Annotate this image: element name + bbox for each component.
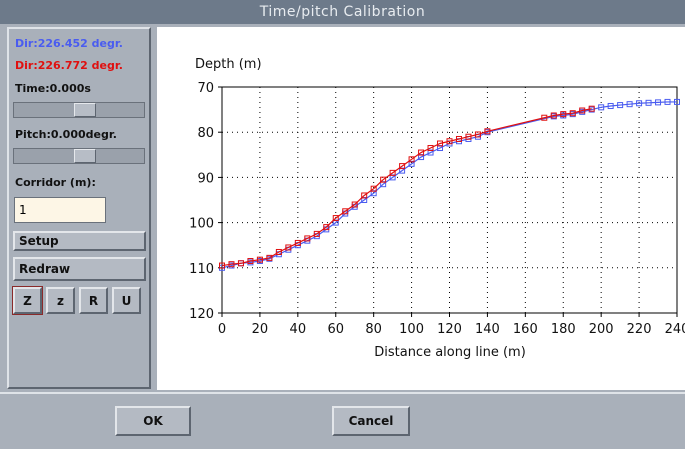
data-point [294,239,301,246]
data-point [427,145,434,152]
data-point [275,248,282,255]
data-point [617,102,624,109]
slider-thumb[interactable] [74,103,96,117]
pitch-slider[interactable] [13,148,145,164]
data-point [361,192,368,199]
data-point [455,135,462,142]
x-tick-label: 180 [551,322,576,337]
data-point [437,140,444,147]
corridor-label: Corridor (m): [15,176,96,189]
plot-area: Depth (m) Distance along line (m) 70 80 90… [157,27,685,390]
data-point [228,261,235,268]
data-point [598,104,605,111]
x-tick-label: 0 [218,322,226,337]
control-panel: Dir:226.452 degr. Dir:226.772 degr. Time… [7,27,151,389]
x-tick-label: 20 [252,322,269,337]
x-tick-label: 220 [627,322,652,337]
data-point [626,101,633,108]
chart: Depth (m) Distance along line (m) 70 80 90… [189,57,685,360]
data-point [664,98,671,105]
y-tick-label: 70 [197,81,214,96]
x-tick-label: 80 [365,322,382,337]
data-point [389,169,396,176]
data-point [446,138,453,145]
data-point [408,156,415,163]
data-point [351,201,358,208]
data-point [588,105,595,112]
data-point [474,131,481,138]
data-point [237,260,244,267]
data-point [256,256,263,263]
data-point [342,208,349,215]
footer: OK Cancel [0,392,685,449]
dir-red: Dir:226.772 degr. [15,59,123,72]
series-line [221,108,592,267]
data-point [323,224,330,231]
data-point [313,230,320,237]
time-slider[interactable] [13,102,145,118]
data-point [380,176,387,183]
dir-blue: Dir:226.452 degr. [15,37,123,50]
y-axis-label: Depth (m) [195,57,262,72]
redraw-button[interactable]: Redraw [13,257,146,281]
data-point [645,99,652,106]
x-tick-label: 160 [513,322,538,337]
window-title: Time/pitch Calibration [0,0,685,24]
data-point [579,107,586,114]
data-point [560,111,567,118]
data-point [266,254,273,261]
corridor-input[interactable]: 1 [14,197,106,223]
data-point [541,114,548,121]
ok-button[interactable]: OK [115,406,191,436]
tool-button[interactable]: z [46,287,75,314]
data-point [484,128,491,135]
x-tick-label: 140 [475,322,500,337]
y-tick-label: 110 [189,262,214,277]
y-tick-label: 80 [197,126,214,141]
slider-thumb[interactable] [74,149,96,163]
tool-button[interactable]: Z [12,286,43,315]
x-tick-label: 200 [589,322,614,337]
data-point [674,98,680,105]
data-point [550,112,557,119]
data-point [332,215,339,222]
data-point [569,110,576,117]
y-tick-label: 120 [189,307,214,322]
time-label: Time:0.000s [15,82,91,95]
data-point [636,100,643,107]
x-tick-label: 100 [399,322,424,337]
x-tick-label: 60 [327,322,344,337]
tool-button[interactable]: R [79,287,108,314]
data-point [304,235,311,242]
data-point [370,185,377,192]
tool-button[interactable]: U [112,287,141,314]
y-tick-label: 90 [197,171,214,186]
pitch-label: Pitch:0.000degr. [15,128,117,141]
data-point [418,149,425,156]
data-point [399,163,406,170]
data-point [247,258,254,265]
plot-frame [221,86,678,314]
data-point [655,99,662,106]
x-axis-label: Distance along line (m) [374,345,526,360]
data-point [219,262,225,269]
x-tick-label: 120 [437,322,462,337]
cancel-button[interactable]: Cancel [332,406,410,436]
y-tick-label: 100 [189,217,214,232]
data-point [607,102,614,109]
setup-button[interactable]: Setup [13,231,146,251]
x-tick-label: 240 [665,322,685,337]
data-point [465,133,472,140]
data-point [285,244,292,251]
x-tick-label: 40 [290,322,307,337]
